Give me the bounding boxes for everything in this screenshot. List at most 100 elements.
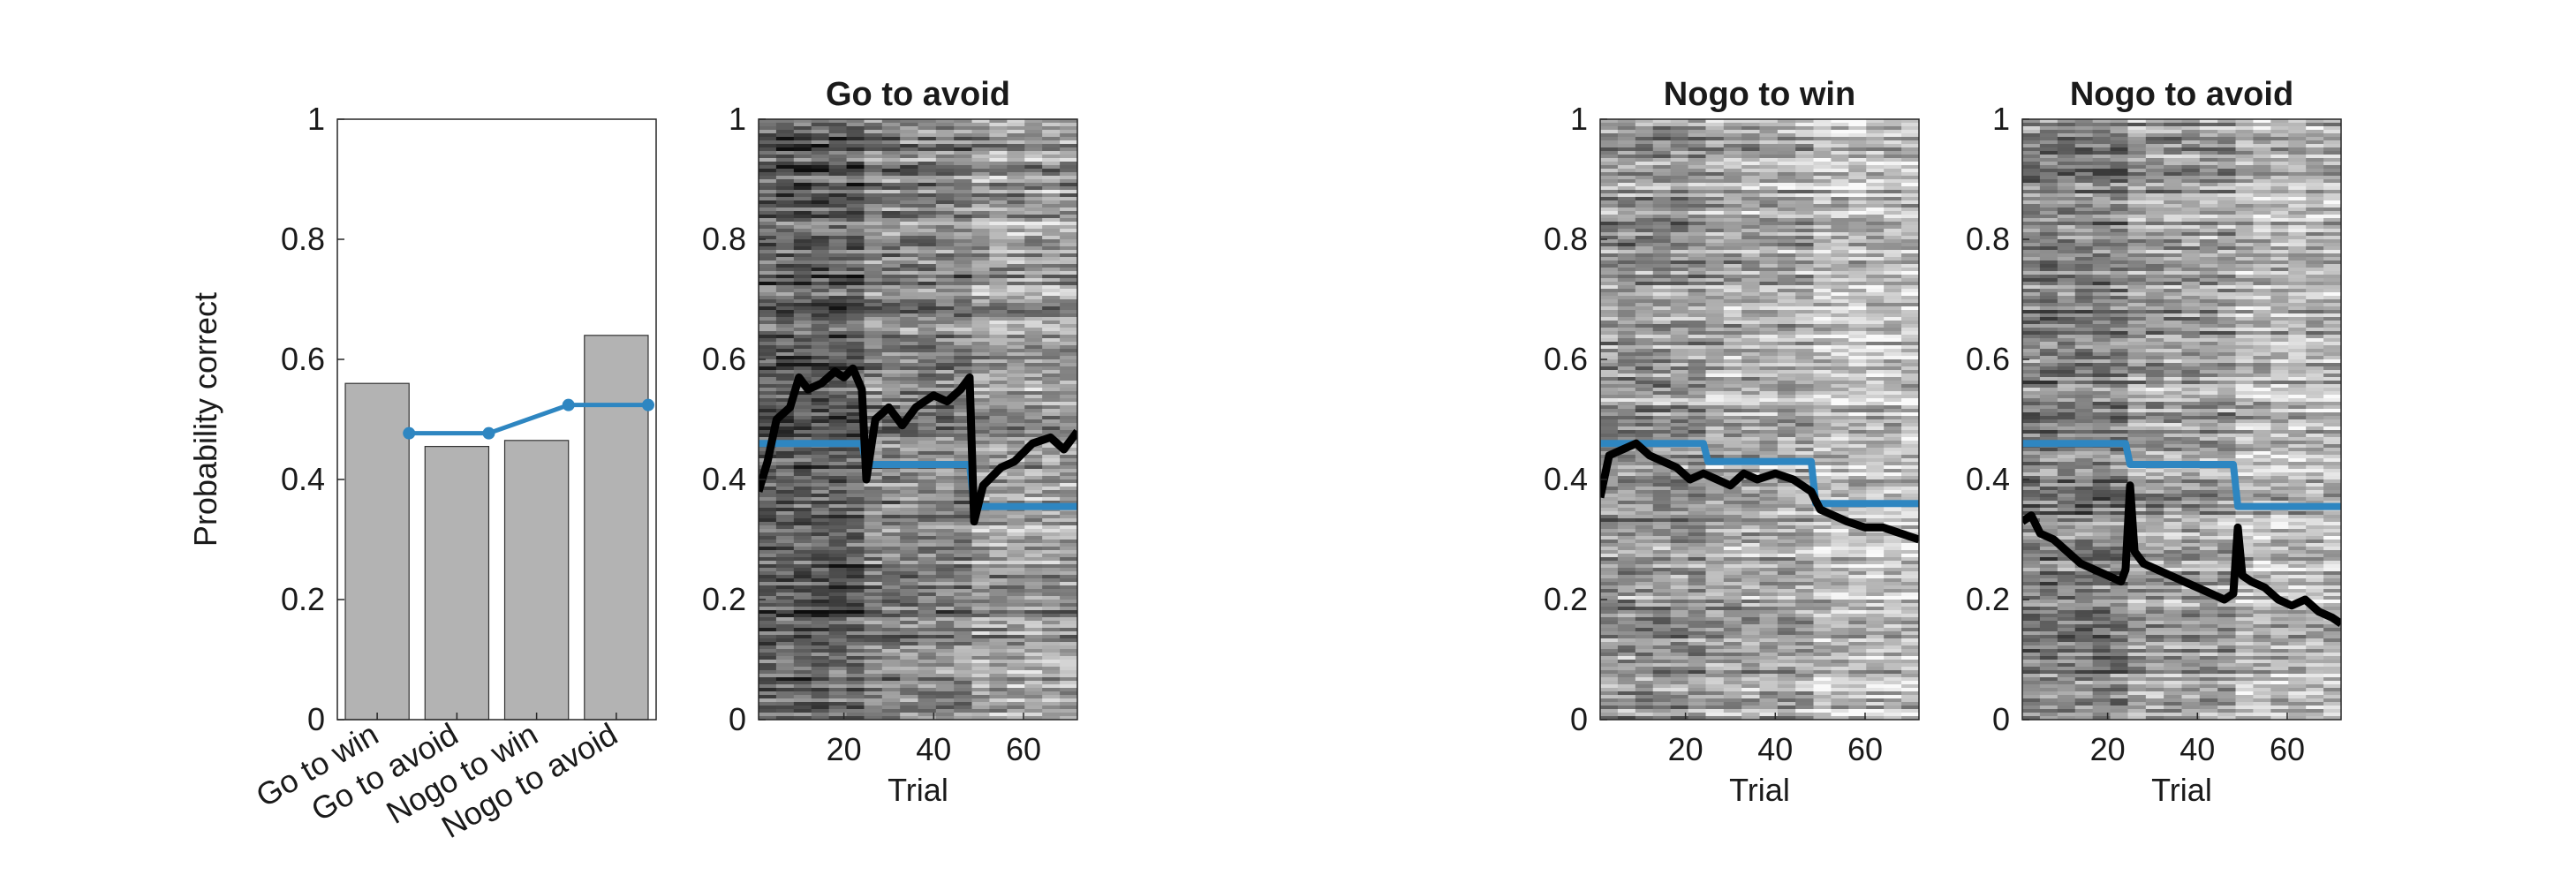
heatmap-cell: [793, 656, 812, 660]
heatmap-cell: [846, 695, 865, 699]
heatmap-cell: [918, 299, 937, 304]
heatmap-cell: [1600, 423, 1619, 427]
heatmap-cell: [828, 352, 848, 357]
heatmap-cell: [935, 204, 955, 208]
heatmap-cell: [864, 253, 883, 258]
heatmap-cell: [1670, 147, 1689, 152]
heatmap-cell: [1042, 243, 1061, 247]
heatmap-cell: [811, 518, 830, 523]
heatmap-cell: [793, 405, 812, 410]
heatmap-cell: [900, 589, 919, 593]
heatmap-cell: [1705, 169, 1725, 173]
heatmap-cell: [1042, 465, 1061, 470]
heatmap-cell: [918, 557, 937, 562]
heatmap-cell: [828, 285, 848, 290]
heatmap-cell: [811, 702, 830, 706]
heatmap-cell: [1741, 398, 1761, 403]
heatmap-cell: [1060, 225, 1077, 230]
heatmap-cell: [1060, 649, 1077, 653]
heatmap-cell: [881, 716, 901, 720]
heatmap-cell: [846, 384, 865, 389]
heatmap-cell: [759, 497, 777, 502]
heatmap-cell: [864, 342, 883, 346]
heatmap-cell: [1705, 469, 1725, 473]
heatmap-cell: [1670, 359, 1689, 364]
heatmap-cell: [793, 370, 812, 374]
heatmap-cell: [811, 596, 830, 600]
heatmap-cell: [828, 642, 848, 646]
heatmap-cell: [1617, 236, 1636, 240]
heatmap-cell: [1024, 479, 1043, 484]
heatmap-cell: [1741, 419, 1761, 424]
heatmap-cell: [793, 218, 812, 223]
heatmap-cell: [1741, 317, 1761, 321]
heatmap-cell: [811, 448, 830, 452]
heatmap-cell: [828, 232, 848, 237]
heatmap-cell: [1024, 123, 1043, 127]
heatmap-cell: [846, 518, 865, 523]
heatmap-cell: [989, 356, 1008, 360]
heatmap-cell: [1866, 416, 1885, 420]
heatmap-cell: [828, 554, 848, 558]
heatmap-cell: [1741, 448, 1761, 452]
heatmap-cell: [1635, 423, 1654, 427]
heatmap-cell: [811, 169, 830, 173]
heatmap-cell: [1042, 172, 1061, 177]
heatmap-cell: [811, 193, 830, 198]
heatmap-cell: [900, 158, 919, 162]
heatmap-cell: [1741, 349, 1761, 353]
heatmap-cell: [1007, 313, 1025, 318]
heatmap-cell: [900, 716, 919, 720]
heatmap-cell: [828, 292, 848, 297]
heatmap-cell: [846, 176, 865, 180]
heatmap-cell: [775, 232, 795, 237]
heatmap-cell: [1777, 395, 1796, 399]
heatmap-cell: [793, 239, 812, 244]
heatmap-cell: [989, 677, 1008, 682]
heatmap-cell: [1741, 426, 1761, 431]
heatmap-cell: [1060, 716, 1077, 720]
heatmap-cell: [935, 208, 955, 212]
heatmap-cell: [1688, 158, 1707, 162]
heatmap-cell: [759, 190, 777, 194]
heatmap-cell: [1831, 313, 1849, 318]
heatmap-cell: [1688, 179, 1707, 184]
heatmap-cell: [811, 713, 830, 717]
heatmap-cell: [954, 568, 973, 572]
heatmap-cell: [1723, 331, 1742, 336]
heatmap-cell: [864, 172, 883, 177]
heatmap-cell: [811, 310, 830, 314]
heatmap-cell: [1007, 649, 1025, 653]
heatmap-cell: [1024, 458, 1043, 463]
heatmap-cell: [935, 370, 955, 374]
heatmap-cell: [1831, 426, 1849, 431]
heatmap-cell: [1901, 179, 1919, 184]
heatmap-cell: [1831, 165, 1849, 170]
heatmap-cell: [1795, 303, 1815, 307]
heatmap-cell: [775, 140, 795, 145]
heatmap-cell: [1795, 434, 1815, 438]
heatmap-cell: [989, 126, 1008, 131]
heatmap-cell: [1024, 610, 1043, 615]
heatmap-cell: [1060, 642, 1077, 646]
heatmap-cell: [935, 200, 955, 205]
heatmap-cell: [1060, 631, 1077, 636]
heatmap-cell: [775, 158, 795, 162]
heatmap-cell: [1060, 250, 1077, 254]
heatmap-cell: [971, 409, 991, 413]
heatmap-cell: [828, 645, 848, 650]
heatmap-cell: [989, 515, 1008, 519]
heatmap-cell: [954, 688, 973, 692]
heatmap-cell: [828, 282, 848, 286]
heatmap-cell: [900, 638, 919, 643]
heatmap-cell: [1723, 352, 1742, 357]
heatmap-cell: [1060, 494, 1077, 498]
heatmap-cell: [793, 289, 812, 293]
heatmap-cell: [828, 515, 848, 519]
heatmap-cell: [811, 306, 830, 311]
heatmap-cell: [900, 667, 919, 671]
heatmap-cell: [900, 356, 919, 360]
heatmap-cell: [793, 660, 812, 664]
heatmap-cell: [1741, 444, 1761, 449]
heatmap-cell: [1901, 158, 1919, 162]
